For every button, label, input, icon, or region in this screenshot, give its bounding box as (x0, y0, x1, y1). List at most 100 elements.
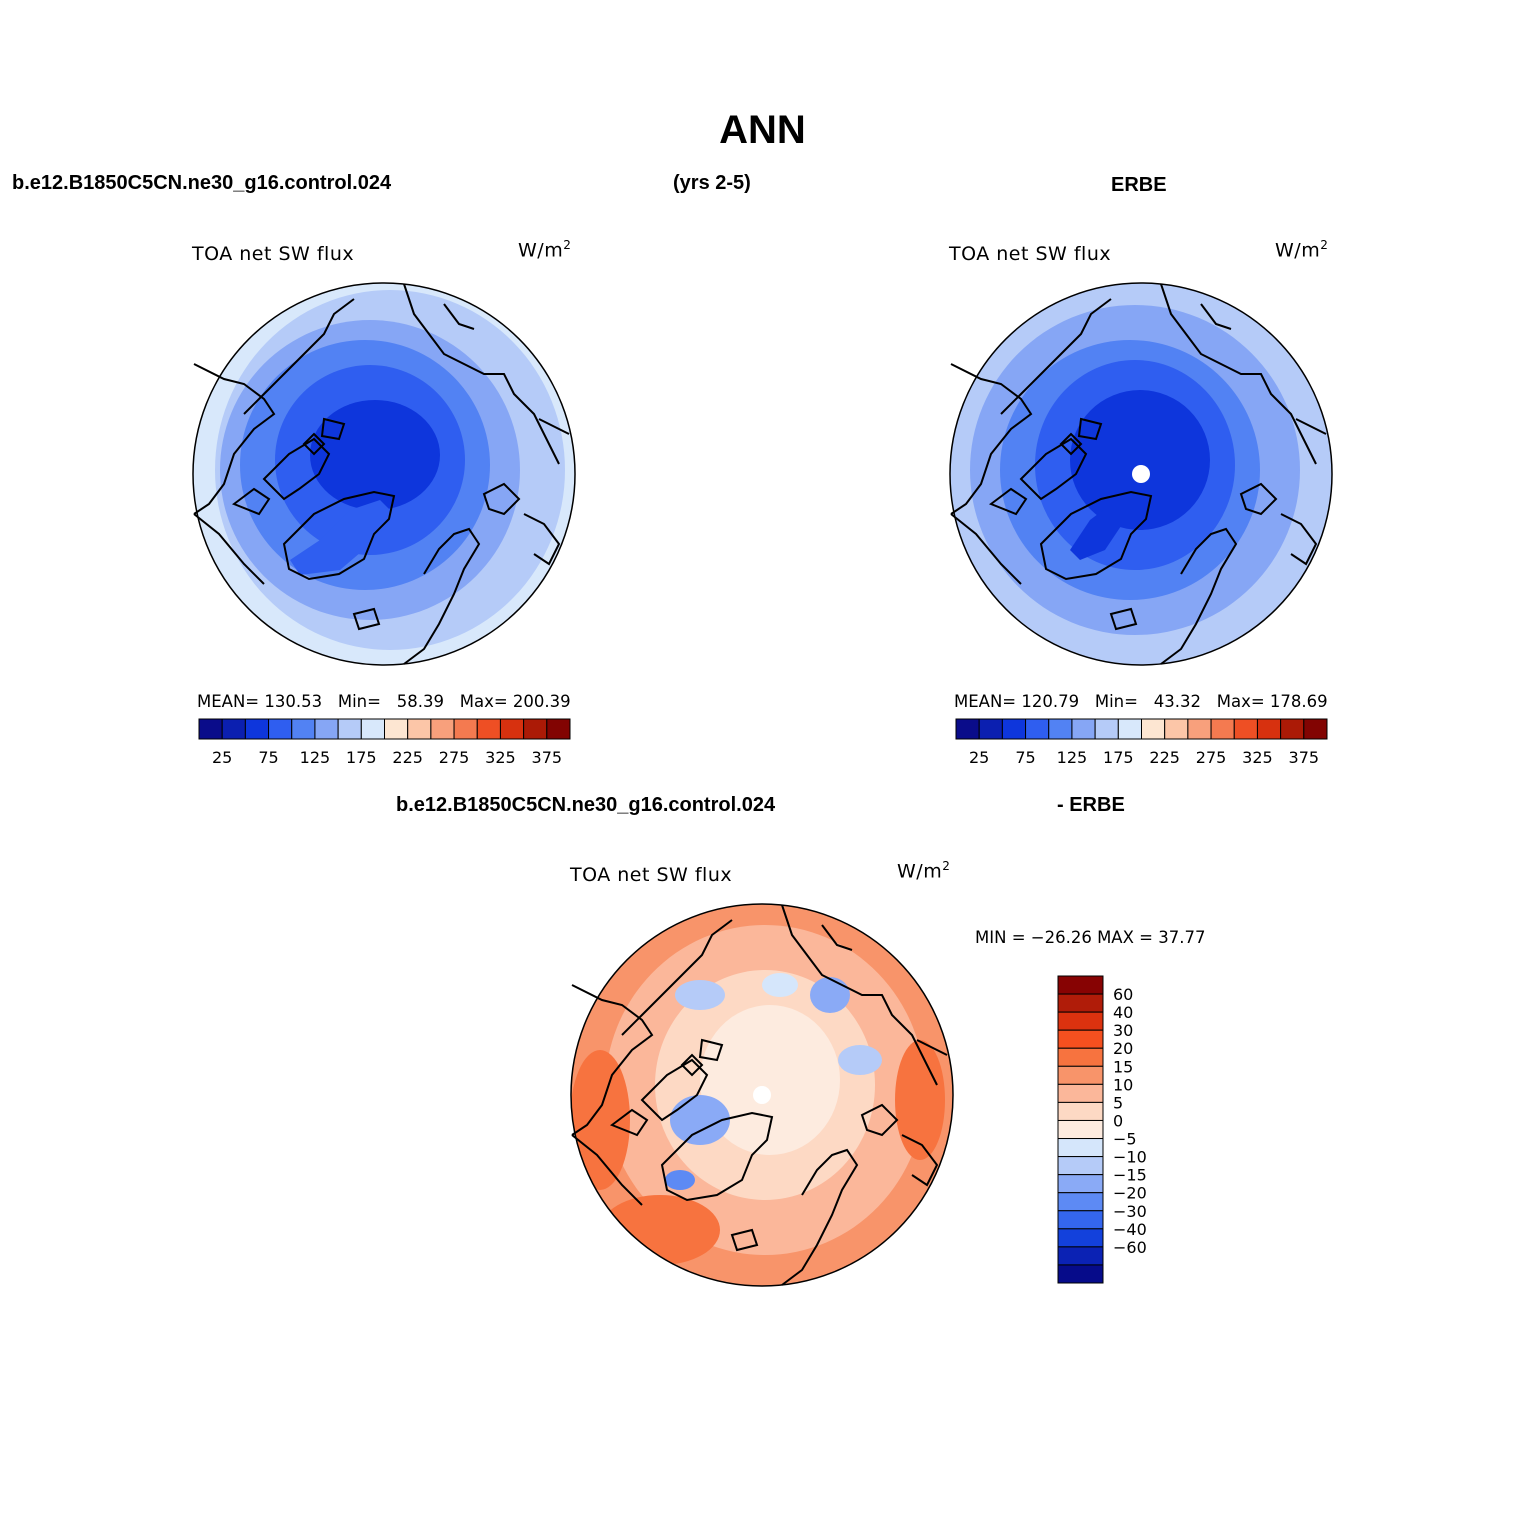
diff-colorbar-swatch (1057, 1210, 1104, 1230)
model-colorbar-swatch (221, 718, 246, 740)
obs-colorbar-swatch (1025, 718, 1050, 740)
diff-case-name-label: b.e12.B1850C5CN.ne30_g16.control.024 (396, 794, 776, 816)
obs-colorbar-swatch (1233, 718, 1258, 740)
obs-colorbar-swatch (1117, 718, 1142, 740)
diff-colorbar-swatch (1057, 1065, 1104, 1085)
diff-colorbar-tick-label: 0 (1113, 1111, 1123, 1130)
diff-colorbar-swatch (1057, 1138, 1104, 1158)
model-colorbar-tick-label: 225 (392, 748, 423, 767)
figure-title: ANN (719, 108, 806, 152)
obs-colorbar-tick-label: 125 (1057, 748, 1088, 767)
model-colorbar-swatch (360, 718, 385, 740)
diff-map (570, 903, 954, 1287)
diff-colorbar-tick-label: 60 (1113, 985, 1133, 1004)
diff-colorbar-swatch (1057, 975, 1104, 995)
obs-colorbar-tick-label: 225 (1149, 748, 1180, 767)
model-units-label: W/m2 (518, 238, 572, 262)
obs-map (949, 282, 1333, 666)
model-colorbar-swatch (337, 718, 362, 740)
obs-stats: MEAN= 120.79 Min= 43.32 Max= 178.69 (954, 692, 1328, 711)
model-colorbar-tick-label: 25 (212, 748, 232, 767)
diff-colorbar-tick-label: −5 (1113, 1130, 1137, 1149)
model-colorbar-swatch (499, 718, 525, 740)
model-colorbar-swatch (384, 718, 409, 740)
obs-colorbar-tick-label: 25 (969, 748, 989, 767)
diff-colorbar-swatch (1057, 1174, 1104, 1194)
obs-colorbar-swatch (1094, 718, 1119, 740)
model-variable-label: TOA net SW flux (192, 243, 355, 265)
model-colorbar: 25 75 125 175 225 275 325 375 (198, 718, 571, 767)
model-colorbar-swatch (523, 718, 548, 740)
obs-colorbar-swatch (1048, 718, 1073, 740)
diff-colorbar-tick-label: 40 (1113, 1003, 1133, 1022)
diff-colorbar-tick-label: −20 (1113, 1184, 1147, 1203)
diff-colorbar-swatch (1057, 1156, 1104, 1176)
case-name-label: b.e12.B1850C5CN.ne30_g16.control.024 (12, 172, 392, 194)
diff-colorbar-tick-label: −10 (1113, 1148, 1147, 1167)
obs-colorbar: 25 75 125 175 225 275 325 375 (955, 718, 1328, 767)
diff-colorbar-swatch (1057, 1083, 1104, 1103)
diff-minmax: MIN = −26.26 MAX = 37.77 (975, 928, 1206, 947)
obs-units-label: W/m2 (1275, 238, 1329, 262)
model-colorbar-tick-label: 175 (346, 748, 377, 767)
diff-colorbar-tick-label: 5 (1113, 1093, 1123, 1112)
model-map (192, 282, 576, 666)
obs-name-label: ERBE (1111, 174, 1167, 196)
obs-colorbar-tick-label: 175 (1103, 748, 1134, 767)
obs-colorbar-swatch (1164, 718, 1189, 740)
model-colorbar-tick-label: 75 (258, 748, 278, 767)
model-colorbar-tick-label: 125 (300, 748, 331, 767)
obs-colorbar-tick-label: 325 (1242, 748, 1273, 767)
obs-colorbar-swatch (978, 718, 1003, 740)
obs-colorbar-swatch (1280, 718, 1305, 740)
obs-colorbar-swatch (1187, 718, 1212, 740)
model-colorbar-swatch (198, 718, 223, 740)
diff-colorbar-swatch (1057, 1246, 1104, 1266)
model-colorbar-swatch (453, 718, 478, 740)
obs-colorbar-swatch (955, 718, 980, 740)
model-stats: MEAN= 130.53 Min= 58.39 Max= 200.39 (197, 692, 571, 711)
diff-colorbar-swatch (1057, 1119, 1104, 1140)
years-label: (yrs 2-5) (673, 172, 751, 194)
diff-colorbar-swatch (1057, 1264, 1104, 1284)
diff-variable-label: TOA net SW flux (570, 864, 733, 886)
diff-colorbar-swatch (1057, 1192, 1104, 1212)
model-colorbar-swatch (430, 718, 455, 740)
diff-colorbar-swatch (1057, 1047, 1104, 1067)
obs-colorbar-tick-label: 375 (1289, 748, 1320, 767)
model-colorbar-swatch (244, 718, 270, 740)
diff-colorbar-tick-label: −60 (1113, 1238, 1147, 1257)
diff-colorbar-swatch (1057, 993, 1104, 1013)
obs-colorbar-swatch (1071, 718, 1096, 740)
model-colorbar-swatch (546, 718, 571, 740)
obs-colorbar-swatch (1210, 718, 1235, 740)
obs-variable-label: TOA net SW flux (949, 243, 1112, 265)
diff-colorbar-tick-label: −30 (1113, 1202, 1147, 1221)
obs-colorbar-swatch (1256, 718, 1282, 740)
model-colorbar-swatch (407, 718, 432, 740)
model-colorbar-swatch (268, 718, 293, 740)
diff-colorbar-tick-label: −40 (1113, 1220, 1147, 1239)
obs-colorbar-tick-label: 75 (1015, 748, 1035, 767)
diff-colorbar-swatch (1057, 1228, 1104, 1248)
model-colorbar-tick-label: 275 (439, 748, 470, 767)
obs-colorbar-swatch (1141, 718, 1166, 740)
diff-colorbar-swatch (1057, 1029, 1104, 1049)
diff-colorbar-tick-label: −15 (1113, 1166, 1147, 1185)
diff-colorbar-swatch (1057, 1011, 1104, 1031)
model-colorbar-swatch (314, 718, 339, 740)
obs-colorbar-tick-label: 275 (1196, 748, 1227, 767)
diff-colorbar-tick-label: 15 (1113, 1057, 1133, 1076)
obs-colorbar-swatch (1303, 718, 1328, 740)
diff-colorbar-swatch (1057, 1101, 1104, 1121)
model-colorbar-swatch (291, 718, 316, 740)
model-colorbar-swatch (476, 718, 501, 740)
diff-units-label: W/m2 (897, 859, 951, 883)
model-colorbar-tick-label: 375 (532, 748, 563, 767)
diff-colorbar-tick-label: 30 (1113, 1021, 1133, 1040)
diff-colorbar-tick-label: 10 (1113, 1075, 1133, 1094)
diff-colorbar-tick-label: 20 (1113, 1039, 1133, 1058)
diff-obs-name-label: - ERBE (1057, 794, 1125, 816)
